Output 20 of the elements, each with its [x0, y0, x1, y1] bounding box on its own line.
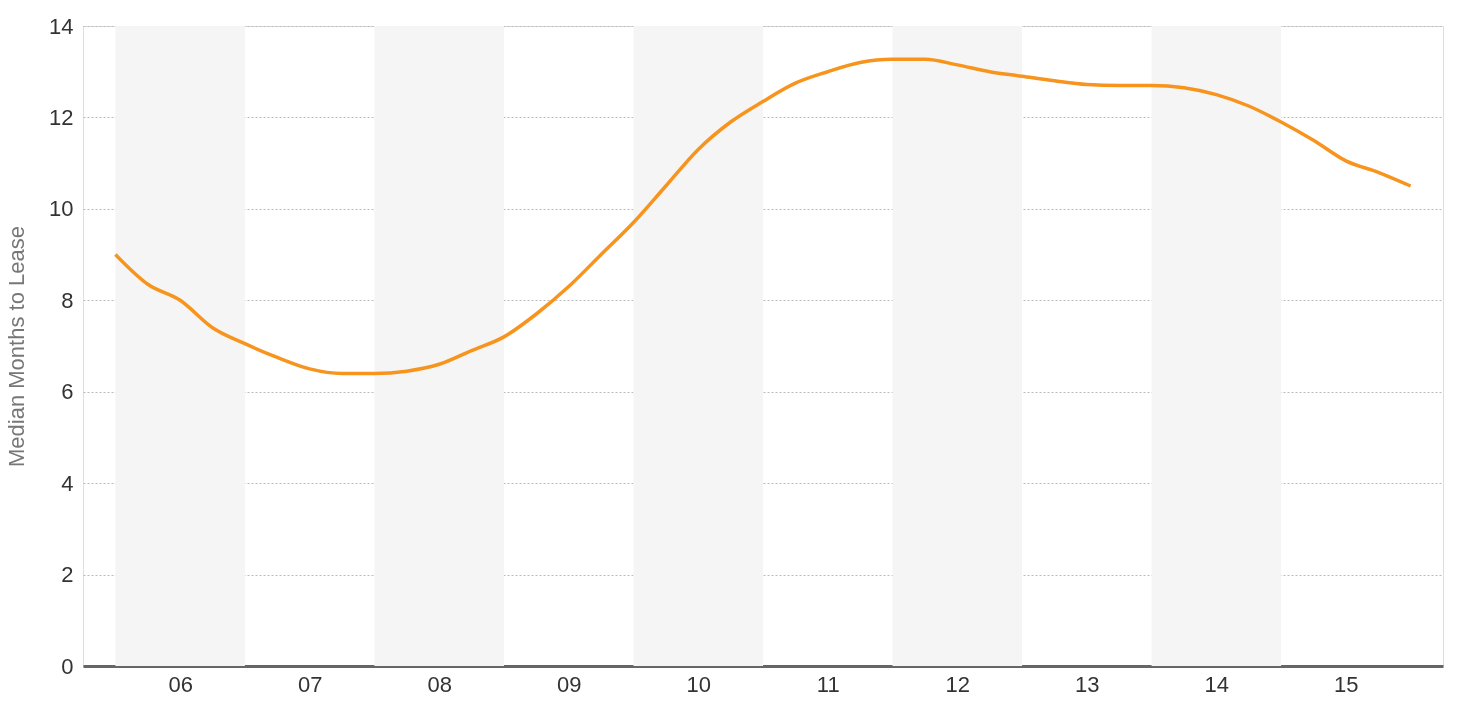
y-tick-label: 2 — [61, 562, 74, 588]
y-tick-label: 0 — [61, 653, 74, 679]
x-tick-label: 15 — [1334, 671, 1359, 697]
x-tick-label: 09 — [556, 671, 582, 697]
y-axis-title: Median Months to Lease — [4, 226, 30, 467]
x-tick-label: 07 — [297, 671, 323, 697]
y-tick-label: 4 — [61, 470, 74, 496]
x-tick-label: 13 — [1075, 671, 1100, 697]
y-tick-label: 10 — [49, 196, 74, 222]
y-tick-label: 14 — [49, 13, 74, 39]
y-tick-label: 8 — [61, 287, 74, 313]
y-tick-label: 6 — [61, 379, 74, 405]
x-tick-label: 11 — [816, 671, 840, 697]
x-tick-label: 10 — [686, 671, 711, 697]
line-series — [113, 57, 1413, 376]
x-tick-label: 12 — [945, 671, 971, 697]
x-tick-label: 08 — [427, 671, 452, 697]
x-tick-label: 14 — [1204, 671, 1230, 697]
x-tick-label: 06 — [168, 671, 193, 697]
y-tick-label: 12 — [49, 104, 74, 130]
